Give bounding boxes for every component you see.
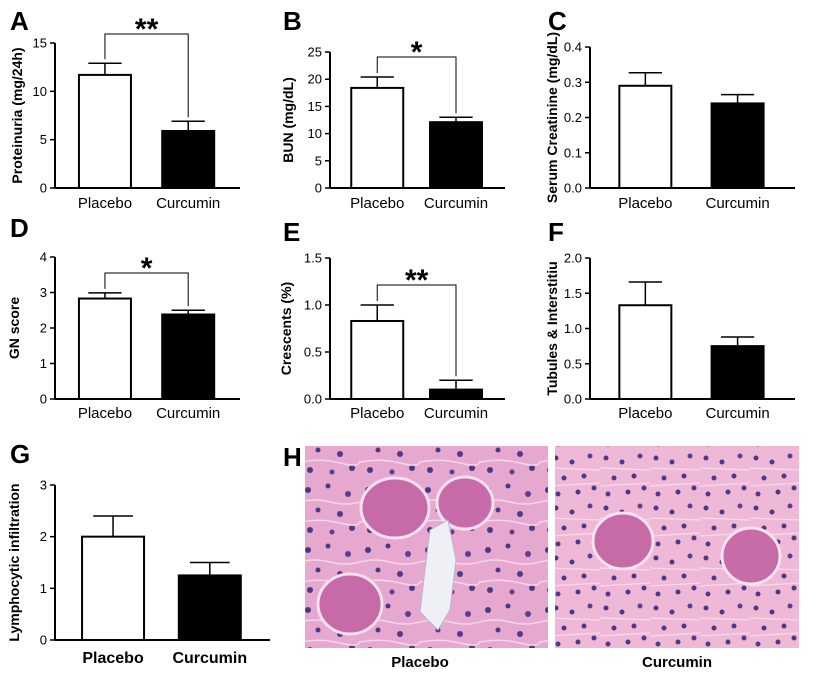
- chart-panel-G: G 0 1 2 3 Lymphocytic infiltration Placebo Curc…: [6, 439, 270, 667]
- y-tick-label: 15: [308, 99, 322, 114]
- significance-bracket: [104, 33, 189, 118]
- significance-marker: *: [411, 36, 423, 69]
- y-tick-label: 0: [40, 181, 47, 196]
- category-label: Placebo: [618, 195, 672, 212]
- category-label: Curcumin: [156, 405, 220, 422]
- y-tick-label: 0.3: [564, 75, 582, 90]
- category-label: Placebo: [82, 650, 144, 667]
- category-label: Placebo: [350, 195, 404, 212]
- bar-placebo: [350, 86, 405, 189]
- significance-marker: *: [141, 252, 153, 285]
- y-tick-label: 1.5: [564, 286, 582, 301]
- panel-letter-F: F: [548, 217, 564, 247]
- bar-curcumin: [710, 345, 765, 400]
- y-tick-label: 0.1: [564, 145, 582, 160]
- significance-marker: **: [405, 264, 429, 297]
- y-axis-title: Serum Creatinine (mg/dL): [544, 32, 560, 203]
- bar-curcumin: [161, 129, 216, 189]
- category-label: Curcumin: [424, 195, 488, 212]
- y-axis-title: Lymphocytic infiltration: [6, 483, 22, 641]
- chart-panel-E: E 0.0 0.5 1.0 1.5 Crescents (%) Placebo Curcumi…: [278, 217, 505, 422]
- category-label: Curcumin: [706, 195, 770, 212]
- panel-letter-C: C: [548, 6, 567, 36]
- category-label: Curcumin: [424, 405, 488, 422]
- bar-placebo: [77, 297, 132, 400]
- panel-letter-D: D: [10, 213, 29, 243]
- y-tick-label: 1.5: [304, 251, 322, 266]
- bar-placebo: [77, 73, 132, 189]
- y-tick-label: 0.0: [564, 392, 582, 407]
- significance-bracket: [104, 272, 189, 307]
- y-tick-label: 1: [40, 356, 47, 371]
- micrograph-curcumin: [555, 446, 799, 648]
- bar-placebo: [618, 304, 673, 400]
- y-axis-title: Crescents (%): [278, 282, 294, 375]
- chart-panel-C: C 0.0 0.1 0.2 0.3 0.4 Serum Creatinine (mg/dL)…: [544, 6, 795, 212]
- micrograph-label-placebo: Placebo: [391, 654, 449, 671]
- micrograph-placebo: [305, 446, 548, 648]
- y-tick-label: 0.5: [304, 345, 322, 360]
- y-axis-title: GN score: [6, 297, 22, 359]
- y-axis-title: Proteinuria (mg/24h): [9, 47, 25, 183]
- y-tick-label: 1.0: [304, 298, 322, 313]
- panel-letter-E: E: [283, 217, 300, 247]
- panel-letter-G: G: [10, 439, 30, 469]
- y-tick-label: 25: [308, 45, 322, 60]
- y-tick-label: 15: [33, 36, 47, 51]
- chart-panel-D: D 0 1 2 3 4 GN score Placebo Curcumin *: [6, 213, 240, 422]
- category-label: Curcumin: [156, 195, 220, 212]
- category-label: Curcumin: [172, 650, 247, 667]
- y-tick-label: 0.5: [564, 356, 582, 371]
- chart-panel-A: A 0 5 10 15 Proteinuria (mg/24h) Placebo Curcum…: [9, 6, 240, 212]
- y-tick-label: 0.0: [564, 181, 582, 196]
- bar-curcumin: [161, 313, 216, 401]
- bar-curcumin: [429, 388, 483, 401]
- y-tick-label: 0: [40, 392, 47, 407]
- y-tick-label: 2: [40, 529, 47, 544]
- y-tick-label: 0: [315, 181, 322, 196]
- y-tick-label: 1: [40, 581, 47, 596]
- bar-placebo: [618, 84, 673, 189]
- y-axis-title: BUN (mg/dL): [280, 77, 296, 163]
- significance-bracket: [376, 56, 457, 114]
- y-tick-label: 1.0: [564, 321, 582, 336]
- y-tick-label: 3: [40, 478, 47, 493]
- y-tick-label: 4: [40, 250, 47, 265]
- panel-letter-H: H: [283, 442, 302, 472]
- chart-panel-F: F 0.0 0.5 1.0 1.5 2.0 Tubules & Interstitiu Pla…: [544, 217, 795, 422]
- chart-panel-B: B 0 5 10 15 20 25 BUN (mg/dL) Placebo Curcumin *: [280, 6, 505, 212]
- category-label: Placebo: [350, 405, 404, 422]
- bar-curcumin: [710, 102, 765, 189]
- y-tick-label: 0: [40, 633, 47, 648]
- y-tick-label: 0.2: [564, 110, 582, 125]
- y-tick-label: 0.0: [304, 392, 322, 407]
- y-tick-label: 20: [308, 72, 322, 87]
- bar-placebo: [81, 535, 146, 642]
- significance-bracket: [376, 284, 457, 377]
- category-label: Placebo: [78, 405, 132, 422]
- y-tick-label: 10: [33, 84, 47, 99]
- y-tick-label: 10: [308, 126, 322, 141]
- y-tick-label: 5: [40, 132, 47, 147]
- panel-letter-B: B: [283, 6, 302, 36]
- category-label: Placebo: [618, 405, 672, 422]
- category-label: Curcumin: [706, 405, 770, 422]
- category-label: Placebo: [78, 195, 132, 212]
- y-tick-label: 0.4: [564, 40, 582, 55]
- significance-marker: **: [135, 13, 159, 46]
- micrograph-label-curcumin: Curcumin: [642, 654, 712, 671]
- panel-letter-A: A: [10, 6, 29, 36]
- y-axis-title: Tubules & Interstitiu: [544, 261, 560, 395]
- y-tick-label: 2: [40, 321, 47, 336]
- y-tick-label: 5: [315, 153, 322, 168]
- y-tick-label: 3: [40, 285, 47, 300]
- bar-placebo: [350, 319, 405, 401]
- y-tick-label: 2.0: [564, 251, 582, 266]
- bar-curcumin: [429, 121, 483, 189]
- bar-curcumin: [177, 574, 242, 642]
